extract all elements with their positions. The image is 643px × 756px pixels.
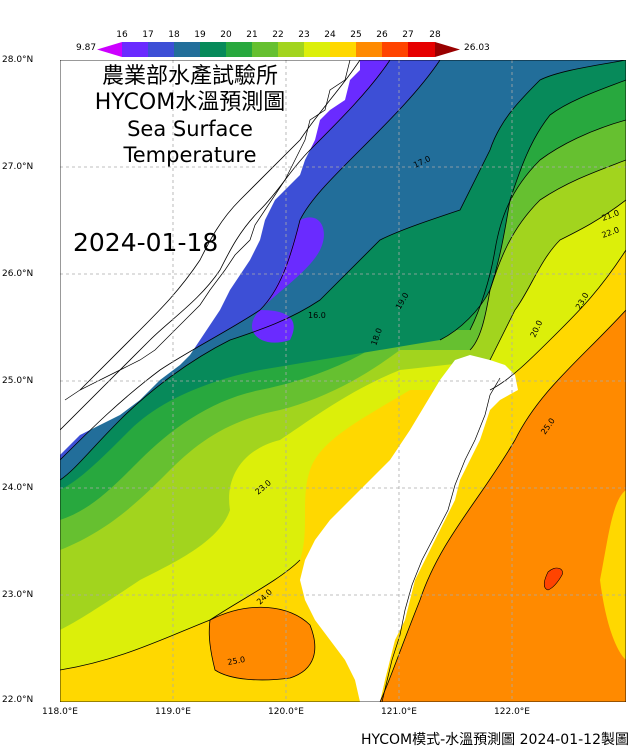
title-sst-line2: Temperature xyxy=(123,143,257,167)
colorbar-tick: 16 xyxy=(116,30,128,40)
colorbar-tick: 28 xyxy=(429,30,441,40)
forecast-date: 2024-01-18 xyxy=(73,228,219,257)
lon-label: 121.0°E xyxy=(381,707,417,717)
colorbar-tick: 25 xyxy=(350,30,362,40)
map-title: 農業部水產試驗所 HYCOM水溫預測圖 Sea Surface Temperat… xyxy=(60,64,320,168)
colorbar xyxy=(97,42,460,57)
colorbar-tick: 17 xyxy=(142,30,154,40)
lat-label: 26.0°N xyxy=(2,269,34,279)
lat-label: 28.0°N xyxy=(2,55,34,65)
lon-label: 118.0°E xyxy=(42,707,78,717)
colorbar-min-arrow xyxy=(97,42,122,57)
colorbar-tick: 26 xyxy=(376,30,388,40)
lat-label: 24.0°N xyxy=(2,483,34,493)
title-sst-line1: Sea Surface xyxy=(127,117,253,141)
colorbar-tick: 22 xyxy=(272,30,284,40)
colorbar-tick: 24 xyxy=(324,30,336,40)
title-product: HYCOM水溫預測圖 xyxy=(94,90,286,115)
lat-label: 27.0°N xyxy=(2,162,34,172)
colorbar-tick: 18 xyxy=(168,30,180,40)
colorbar-min-label: 9.87 xyxy=(76,43,97,53)
colorbar-max-label: 26.03 xyxy=(464,43,490,53)
contour-label-25: 25.0 xyxy=(227,655,246,667)
contour-label-16: 16.0 xyxy=(308,311,326,320)
colorbar-max-arrow xyxy=(435,42,460,57)
colorbar-tick: 21 xyxy=(246,30,258,40)
lat-label: 23.0°N xyxy=(2,590,34,600)
colorbar-tick: 27 xyxy=(402,30,414,40)
title-institute: 農業部水產試驗所 xyxy=(101,64,278,89)
colorbar-tick: 20 xyxy=(220,30,232,40)
footer-caption: HYCOM模式-水溫預測圖 2024-01-12製圖 xyxy=(360,732,629,748)
lon-label: 120.0°E xyxy=(268,707,304,717)
colorbar-tick: 23 xyxy=(298,30,310,40)
lat-label: 25.0°N xyxy=(2,376,34,386)
lon-label: 119.0°E xyxy=(155,707,191,717)
lat-label: 22.0°N xyxy=(2,695,34,705)
lon-label: 122.0°E xyxy=(494,707,530,717)
colorbar-tick: 19 xyxy=(194,30,206,40)
sst-map: 16.0 17.0 18.0 19.0 20.0 21.0 22.0 23.0 … xyxy=(60,60,626,702)
